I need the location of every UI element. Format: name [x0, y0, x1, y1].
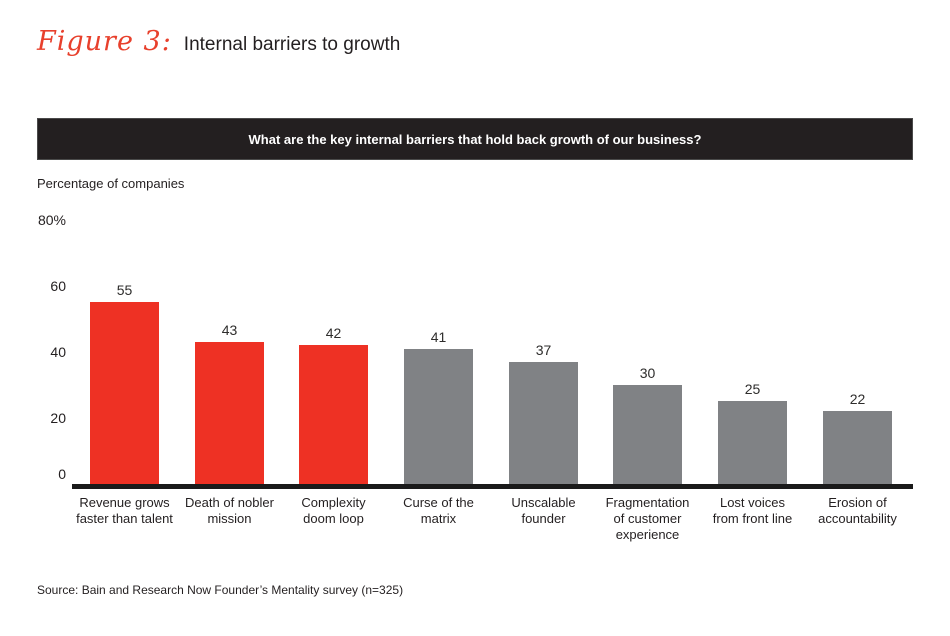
- bar-category-label: Fragmentation of customer experience: [605, 495, 690, 542]
- survey-question-banner: What are the key internal barriers that …: [37, 118, 913, 160]
- bar-category-label: Unscalable founder: [511, 495, 576, 526]
- y-axis-tick-label: 20: [50, 410, 66, 426]
- bar-5: [509, 362, 578, 484]
- bar-value-label: 41: [430, 329, 447, 345]
- bar-4: [404, 349, 473, 484]
- bar-2: [195, 342, 264, 484]
- bar-value-label: 55: [116, 282, 133, 298]
- bar-value-label: 22: [849, 391, 866, 407]
- source-note: Source: Bain and Research Now Founder’s …: [37, 583, 404, 597]
- bar-3: [299, 345, 368, 484]
- bar-category-label: Complexity doom loop: [301, 495, 366, 526]
- bar-1: [90, 302, 159, 484]
- x-axis-line: [72, 484, 913, 489]
- y-axis-tick-label: 60: [50, 278, 66, 294]
- y-axis-tick-label: 0: [58, 466, 66, 482]
- bar-value-label: 25: [744, 381, 761, 397]
- bar-value-label: 37: [535, 342, 552, 358]
- bar-category-label: Curse of the matrix: [403, 495, 474, 526]
- bar-7: [718, 401, 787, 484]
- y-axis-title: Percentage of companies: [37, 176, 185, 191]
- bar-category-label: Death of nobler mission: [185, 495, 274, 526]
- figure-number-label: Figure 3:: [37, 26, 172, 57]
- bar-value-label: 43: [221, 322, 238, 338]
- y-axis-tick-label: 40: [50, 344, 66, 360]
- bar-6: [613, 385, 682, 484]
- bar-category-label: Erosion of accountability: [818, 495, 897, 526]
- y-axis-tick-label: 80%: [37, 212, 66, 228]
- bar-category-label: Revenue grows faster than talent: [76, 495, 173, 526]
- figure-title: Internal barriers to growth: [183, 34, 401, 55]
- bar-category-label: Lost voices from front line: [712, 495, 793, 526]
- bar-value-label: 42: [325, 325, 342, 341]
- bar-8: [823, 411, 892, 484]
- bar-value-label: 30: [639, 365, 656, 381]
- figure-title-row: Figure 3: Internal barriers to growth: [37, 26, 400, 57]
